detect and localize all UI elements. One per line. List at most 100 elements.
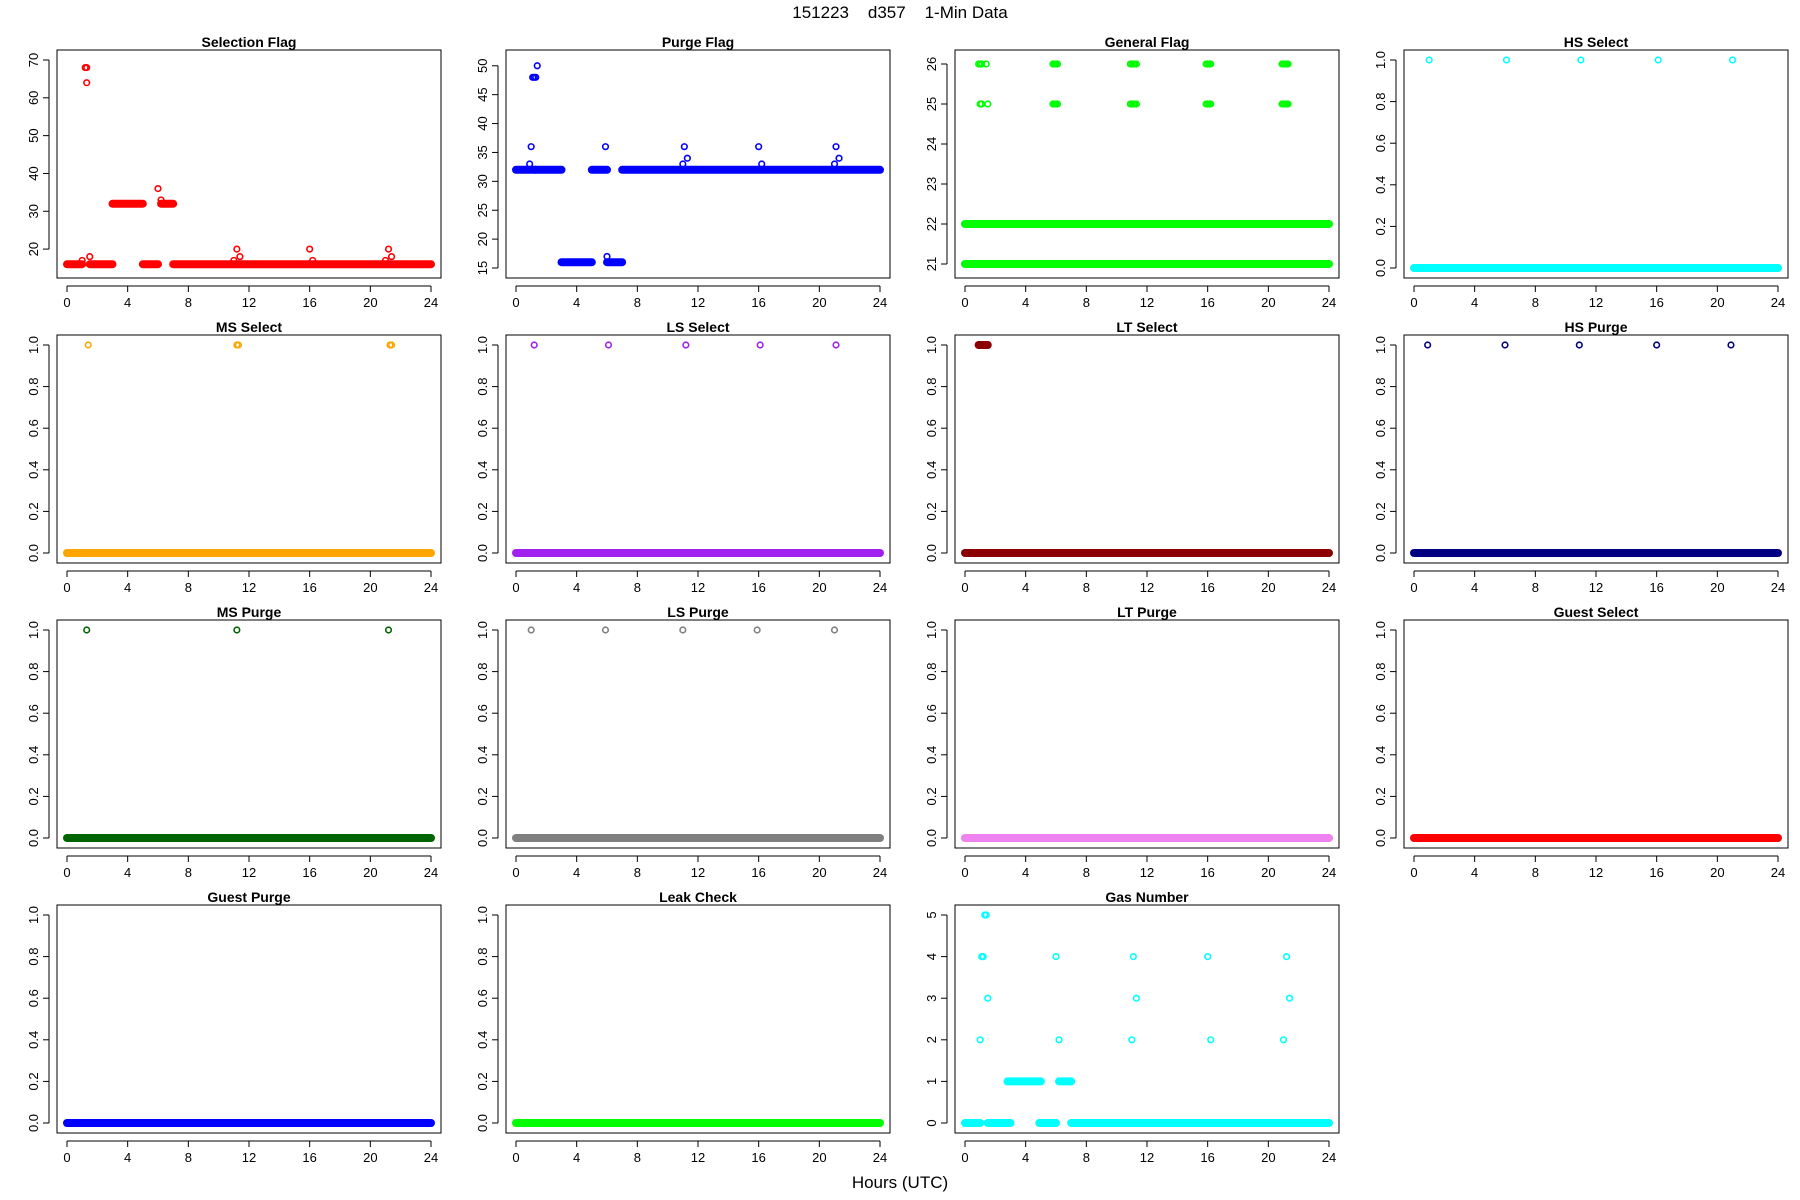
y-tick-label: 25 [924, 97, 939, 111]
lt-purge-panel: LT Purge 0 4 8 12 16 20 24 0.0 0.2 0.4 0.6 0.8 1.0 [924, 604, 1340, 880]
x-tick-label: 24 [424, 580, 438, 595]
data-point [236, 253, 244, 261]
selection-flag-panel: Selection Flag 0 4 8 12 16 20 24 20 30 40 50 60 70 [26, 34, 442, 310]
x-tick-label: 24 [424, 1150, 438, 1165]
figure-title: 151223 d357 1-Min Data [792, 3, 1008, 22]
data-point [978, 60, 986, 68]
y-tick-label: 0.0 [924, 544, 939, 562]
hs-select-series [1410, 56, 1782, 272]
x-tick-label: 16 [1200, 1150, 1214, 1165]
y-tick-label: 50 [475, 59, 490, 73]
x-tick-label: 0 [63, 1150, 70, 1165]
data-point [1727, 341, 1735, 349]
data-point [83, 626, 91, 634]
ms-purge-panel: MS Purge 0 4 8 12 16 20 24 0.0 0.2 0.4 0.6 0.8 1.0 [26, 604, 442, 880]
selection-flag-title: Selection Flag [202, 34, 297, 50]
ms-purge-y-axis: 0.0 0.2 0.4 0.6 0.8 1.0 [26, 621, 50, 847]
y-tick-label: 0.6 [475, 704, 490, 722]
y-tick-label: 0.4 [475, 746, 490, 764]
lt-purge-y-axis: 0.0 0.2 0.4 0.6 0.8 1.0 [924, 621, 948, 847]
guest-select-plot-frame [1403, 619, 1789, 849]
data-point [1132, 100, 1140, 108]
x-tick-label: 16 [1200, 580, 1214, 595]
y-tick-label: 40 [475, 116, 490, 130]
data-point [154, 184, 162, 193]
x-tick-label: 0 [63, 295, 70, 310]
general-flag-x-axis: 0 4 8 12 16 20 24 [961, 285, 1336, 310]
leak-check-y-axis: 0.0 0.2 0.4 0.6 0.8 1.0 [475, 906, 499, 1132]
leak-check-panel: Leak Check 0 4 8 12 16 20 24 0.0 0.2 0.4 0.6 0.8 1.0 [475, 889, 891, 1165]
x-tick-label: 16 [751, 865, 765, 880]
y-tick-label: 70 [26, 53, 41, 67]
y-tick-label: 0.4 [1373, 746, 1388, 764]
x-tick-label: 4 [1471, 580, 1478, 595]
x-tick-label: 12 [691, 580, 705, 595]
x-tick-label: 12 [242, 1150, 256, 1165]
x-tick-label: 0 [512, 580, 519, 595]
data-point [1129, 952, 1137, 961]
y-tick-label: 0.4 [924, 746, 939, 764]
guest-select-x-axis: 0 4 8 12 16 20 24 [1410, 855, 1785, 880]
x-tick-label: 0 [961, 295, 968, 310]
x-tick-label: 16 [1649, 295, 1663, 310]
y-tick-label: 0.6 [26, 704, 41, 722]
y-tick-label: 1.0 [924, 336, 939, 354]
gas-number-x-axis: 0 4 8 12 16 20 24 [961, 1140, 1336, 1165]
x-tick-label: 8 [634, 580, 641, 595]
x-tick-label: 24 [424, 295, 438, 310]
data-point [830, 626, 839, 634]
x-tick-label: 12 [242, 865, 256, 880]
ls-select-y-axis: 0.0 0.2 0.4 0.6 0.8 1.0 [475, 336, 499, 562]
data-point [526, 160, 534, 168]
ls-select-panel: LS Select 0 4 8 12 16 20 24 0.0 0.2 0.4 0.6 0.8 1.0 [475, 319, 891, 595]
guest-purge-x-axis: 0 4 8 12 16 20 24 [63, 1140, 438, 1165]
data-point [976, 1036, 984, 1044]
x-tick-label: 20 [363, 295, 377, 310]
y-tick-label: 50 [26, 128, 41, 142]
data-point [1653, 341, 1661, 349]
gas-number-series [961, 911, 1333, 1127]
data-point [1053, 100, 1062, 108]
y-tick-label: 0.0 [1373, 259, 1388, 277]
general-flag-plot-frame [954, 49, 1340, 279]
lt-select-plot-frame [954, 334, 1340, 564]
hs-select-title: HS Select [1564, 34, 1629, 50]
data-point [830, 160, 839, 168]
y-tick-label: 4 [924, 953, 939, 960]
y-tick-label: 0.8 [475, 948, 490, 966]
data-point [679, 626, 687, 634]
data-point [83, 63, 91, 72]
y-tick-label: 0.8 [924, 663, 939, 681]
x-tick-label: 20 [1261, 1150, 1275, 1165]
general-flag-panel: General Flag 0 4 8 12 16 20 24 21 22 23 24 25 26 [924, 34, 1340, 310]
ls-select-title: LS Select [666, 319, 729, 335]
general-flag-y-axis: 21 22 23 24 25 26 [924, 57, 948, 271]
y-tick-label: 0.4 [1373, 461, 1388, 479]
x-tick-label: 20 [363, 865, 377, 880]
ms-select-x-axis: 0 4 8 12 16 20 24 [63, 570, 438, 595]
y-tick-label: 0.6 [26, 989, 41, 1007]
data-point [1282, 952, 1291, 961]
x-tick-label: 0 [63, 580, 70, 595]
y-tick-label: 0.0 [26, 544, 41, 562]
data-point [306, 245, 314, 253]
x-tick-label: 24 [1322, 865, 1336, 880]
data-point [1132, 60, 1140, 68]
data-point [1502, 56, 1511, 64]
y-tick-label: 0.2 [26, 502, 41, 520]
purge-flag-panel: Purge Flag 0 4 8 12 16 20 24 15 20 25 30 35 40 45 50 [475, 34, 891, 310]
y-tick-label: 0.4 [1373, 176, 1388, 194]
x-tick-label: 24 [1322, 580, 1336, 595]
y-tick-label: 0.2 [26, 1072, 41, 1090]
data-point [835, 154, 843, 162]
data-point [984, 994, 992, 1002]
ls-purge-series [512, 626, 884, 842]
leak-check-plot-frame [505, 904, 891, 1134]
y-tick-label: 23 [924, 177, 939, 191]
ms-purge-series [63, 626, 435, 842]
y-tick-label: 0.4 [26, 461, 41, 479]
data-point [1055, 1036, 1063, 1044]
y-tick-label: 21 [924, 257, 939, 271]
hs-purge-y-axis: 0.0 0.2 0.4 0.6 0.8 1.0 [1373, 336, 1397, 562]
ms-select-title: MS Select [216, 319, 282, 335]
